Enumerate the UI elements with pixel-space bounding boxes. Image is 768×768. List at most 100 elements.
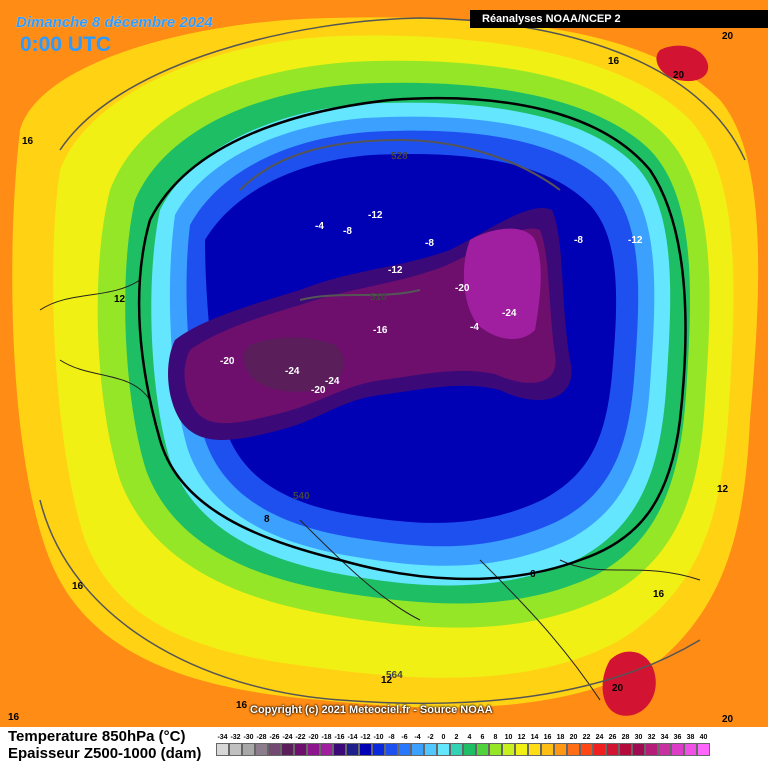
temp-label: 16 [653,589,665,600]
scale-swatch [437,743,450,756]
contour-528 [239,138,561,191]
scale-step: -30 [242,733,255,756]
scale-label: 40 [699,734,708,741]
scale-label: 30 [634,734,643,741]
legend-thickness-title: Epaisseur Z500-1000 (dam) [8,745,202,762]
temp-label: -24 [502,308,517,319]
scale-swatch [372,743,385,756]
scale-label: -32 [230,734,241,741]
contour-510 [299,289,421,301]
scale-step: -14 [346,733,359,756]
scale-swatch [567,743,580,756]
coastlines [39,279,701,701]
scale-step: 22 [580,733,593,756]
thickness-label: 540 [293,491,310,502]
temp-label: 6 [530,569,536,580]
scale-step: 34 [658,733,671,756]
scale-step: 16 [541,733,554,756]
scale-swatch [489,743,502,756]
scale-label: -4 [414,734,421,741]
scale-step: 18 [554,733,567,756]
temp-label: 16 [72,581,84,592]
scale-step: -28 [255,733,268,756]
temp-label: -4 [315,221,324,232]
thickness-label: 510 [370,292,387,303]
temp-label: -12 [368,210,383,221]
scale-label: 36 [673,734,682,741]
scale-step: 20 [567,733,580,756]
color-scale: -34 -32 -30 -28 -26 -24 -22 -20 -18 -16 -14 -12 -10-… [216,733,710,756]
scale-label: 8 [493,734,498,741]
scale-step: 6 [476,733,489,756]
scale-step: 0 [437,733,450,756]
scale-swatch [619,743,632,756]
scale-label: -28 [256,734,267,741]
scale-swatch [528,743,541,756]
scale-label: 12 [517,734,526,741]
map-time: 0:00 UTC [20,33,112,56]
temperature-field [0,0,768,727]
scale-swatch [281,743,294,756]
scale-swatch [216,743,229,756]
scale-label: 38 [686,734,695,741]
scale-step: -12 [359,733,372,756]
scale-swatch [554,743,567,756]
scale-swatch [502,743,515,756]
scale-label: 28 [621,734,630,741]
temp-label: -8 [425,238,434,249]
temp-label: -24 [325,376,340,387]
scale-swatch [320,743,333,756]
scale-swatch [606,743,619,756]
scale-step: -2 [424,733,437,756]
temp-label: 20 [612,683,624,694]
temp-label: 12 [114,294,126,305]
temp-label: 16 [8,712,20,723]
scale-swatch [411,743,424,756]
scale-swatch [346,743,359,756]
scale-label: 0 [441,734,446,741]
temp-label: -12 [628,235,643,246]
scale-step: 8 [489,733,502,756]
scale-step: 28 [619,733,632,756]
source-banner: Réanalyses NOAA/NCEP 2 [470,10,768,28]
scale-label: -12 [360,734,371,741]
scale-label: -2 [427,734,434,741]
temp-label: -16 [373,325,388,336]
scale-label: -6 [401,734,408,741]
scale-label: 2 [454,734,459,741]
temp-label: -8 [574,235,583,246]
thickness-label: 528 [391,151,408,162]
scale-swatch [255,743,268,756]
scale-swatch [333,743,346,756]
deep-purple-core [243,337,344,392]
scale-step: 12 [515,733,528,756]
scale-label: -16 [334,734,345,741]
scale-label: -14 [347,734,358,741]
scale-label: 16 [543,734,552,741]
thickness-label: 564 [386,670,403,681]
temp-label: 16 [608,56,620,67]
scale-step: 24 [593,733,606,756]
scale-swatch [450,743,463,756]
scale-swatch [632,743,645,756]
temp-label: 16 [22,136,34,147]
scale-label: 6 [480,734,485,741]
scale-step: -24 [281,733,294,756]
scale-swatch [294,743,307,756]
scale-label: 14 [530,734,539,741]
scale-step: -18 [320,733,333,756]
scale-step: -16 [333,733,346,756]
legend: Temperature 850hPa (°C) Epaisseur Z500-1… [0,727,768,768]
temp-label: 20 [673,70,685,81]
scale-swatch [580,743,593,756]
scale-swatch [268,743,281,756]
scale-label: -26 [269,734,280,741]
scale-swatch [697,743,710,756]
scale-swatch [515,743,528,756]
scale-label: 4 [467,734,472,741]
scale-step: -10 [372,733,385,756]
scale-step: -4 [411,733,424,756]
scale-step: 26 [606,733,619,756]
scale-swatch [645,743,658,756]
scale-label: -22 [295,734,306,741]
